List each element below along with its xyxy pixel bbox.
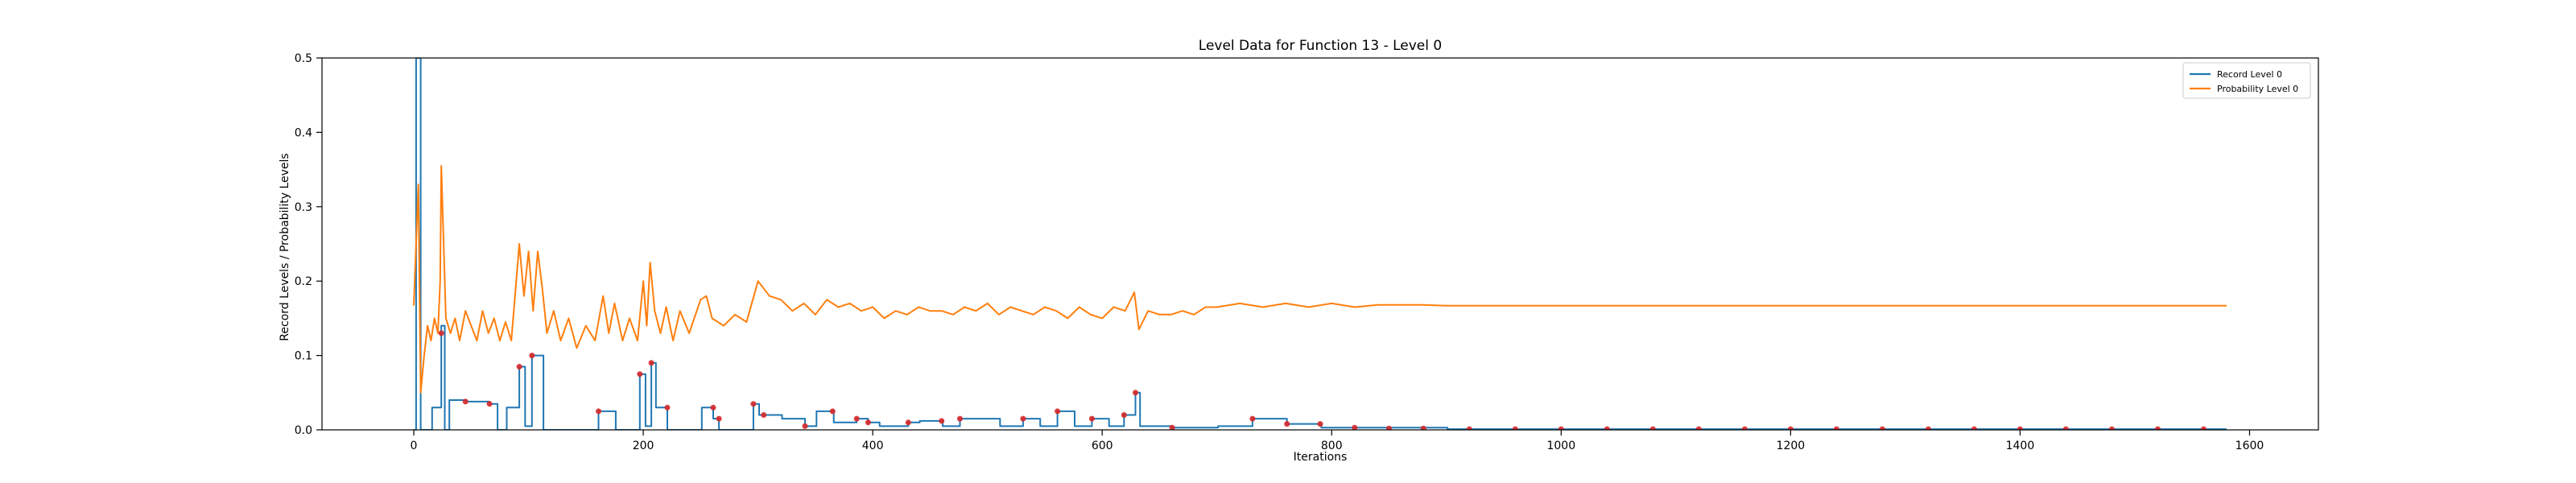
x-tick-label: 0	[411, 440, 418, 452]
marker-point	[1317, 421, 1323, 427]
marker-point	[516, 364, 522, 369]
marker-point	[1121, 412, 1127, 418]
marker-point	[761, 412, 767, 418]
marker-point	[1466, 426, 1472, 430]
marker-point	[2017, 426, 2023, 430]
marker-point	[802, 423, 808, 429]
marker-point	[637, 371, 643, 378]
marker-point	[1971, 426, 1977, 430]
marker-point	[1787, 426, 1794, 430]
legend: Record Level 0 Probability Level 0	[2182, 62, 2311, 99]
y-tick-label: 0.3	[295, 201, 312, 214]
marker-point	[853, 415, 860, 422]
marker-point	[486, 401, 493, 407]
marker-point	[1420, 425, 1426, 430]
marker-point	[1649, 426, 1656, 430]
marker-point	[957, 415, 963, 422]
marker-point	[529, 353, 535, 359]
marker-point	[1925, 426, 1931, 430]
marker-point	[1879, 426, 1885, 430]
y-axis-label: Record Levels / Probability Levels	[279, 153, 291, 341]
y-tick-label: 0.0	[295, 424, 312, 437]
marker-point	[1604, 426, 1610, 430]
x-axis-label: Iterations	[1294, 451, 1348, 464]
marker-point	[1020, 415, 1026, 422]
marker-point	[2062, 426, 2069, 430]
marker-point	[716, 415, 722, 422]
y-tick-label: 0.4	[295, 126, 312, 139]
marker-point	[2108, 426, 2115, 430]
marker-point	[710, 404, 716, 411]
marker-point	[1055, 408, 1061, 415]
x-tick-label: 1200	[1777, 440, 1806, 452]
marker-point	[1558, 426, 1564, 430]
legend-label-1: Probability Level 0	[2217, 84, 2298, 94]
axes-frame	[321, 57, 2319, 431]
marker-point	[750, 401, 757, 407]
marker-point	[596, 408, 601, 415]
marker-point	[1249, 415, 1256, 422]
marker-point	[1741, 426, 1748, 430]
marker-point	[865, 419, 871, 426]
marker-point	[829, 408, 836, 415]
x-tick-label: 400	[862, 440, 884, 452]
marker-point	[939, 418, 945, 424]
marker-point	[1386, 425, 1392, 430]
marker-point	[1352, 424, 1358, 430]
x-tick-label: 800	[1321, 440, 1343, 452]
series-line-1	[413, 165, 2227, 394]
y-tick-label: 0.5	[295, 52, 312, 65]
y-tick-label: 0.2	[295, 275, 312, 288]
marker-point	[1169, 424, 1175, 430]
y-tick-label: 0.1	[295, 350, 312, 363]
marker-point	[1512, 426, 1518, 430]
chart-title: Level Data for Function 13 - Level 0	[1199, 38, 1442, 54]
x-tick-label: 600	[1092, 440, 1113, 452]
marker-point	[462, 398, 469, 405]
marker-point	[1833, 426, 1839, 430]
legend-box	[2182, 62, 2311, 99]
x-tick-label: 1400	[2006, 440, 2035, 452]
x-tick-label: 1000	[1546, 440, 1575, 452]
marker-point	[438, 330, 444, 336]
marker-point	[664, 404, 671, 411]
marker-point	[1695, 426, 1702, 430]
marker-point	[1133, 390, 1138, 396]
marker-point	[2155, 426, 2161, 430]
x-tick-label: 200	[633, 440, 654, 452]
marker-point	[905, 419, 911, 426]
marker-point	[2201, 426, 2207, 430]
x-tick-label: 1600	[2235, 440, 2264, 452]
marker-point	[648, 360, 654, 366]
series-line-0	[414, 58, 2227, 430]
axes: 0 200 400 600 800 1000 1200 1400 1600 0.0 0.1 0.2 0.…	[295, 52, 2319, 452]
legend-label-0: Record Level 0	[2217, 69, 2282, 80]
plot-area	[413, 58, 2227, 430]
marker-point	[1088, 415, 1095, 422]
marker-point	[1284, 421, 1290, 427]
